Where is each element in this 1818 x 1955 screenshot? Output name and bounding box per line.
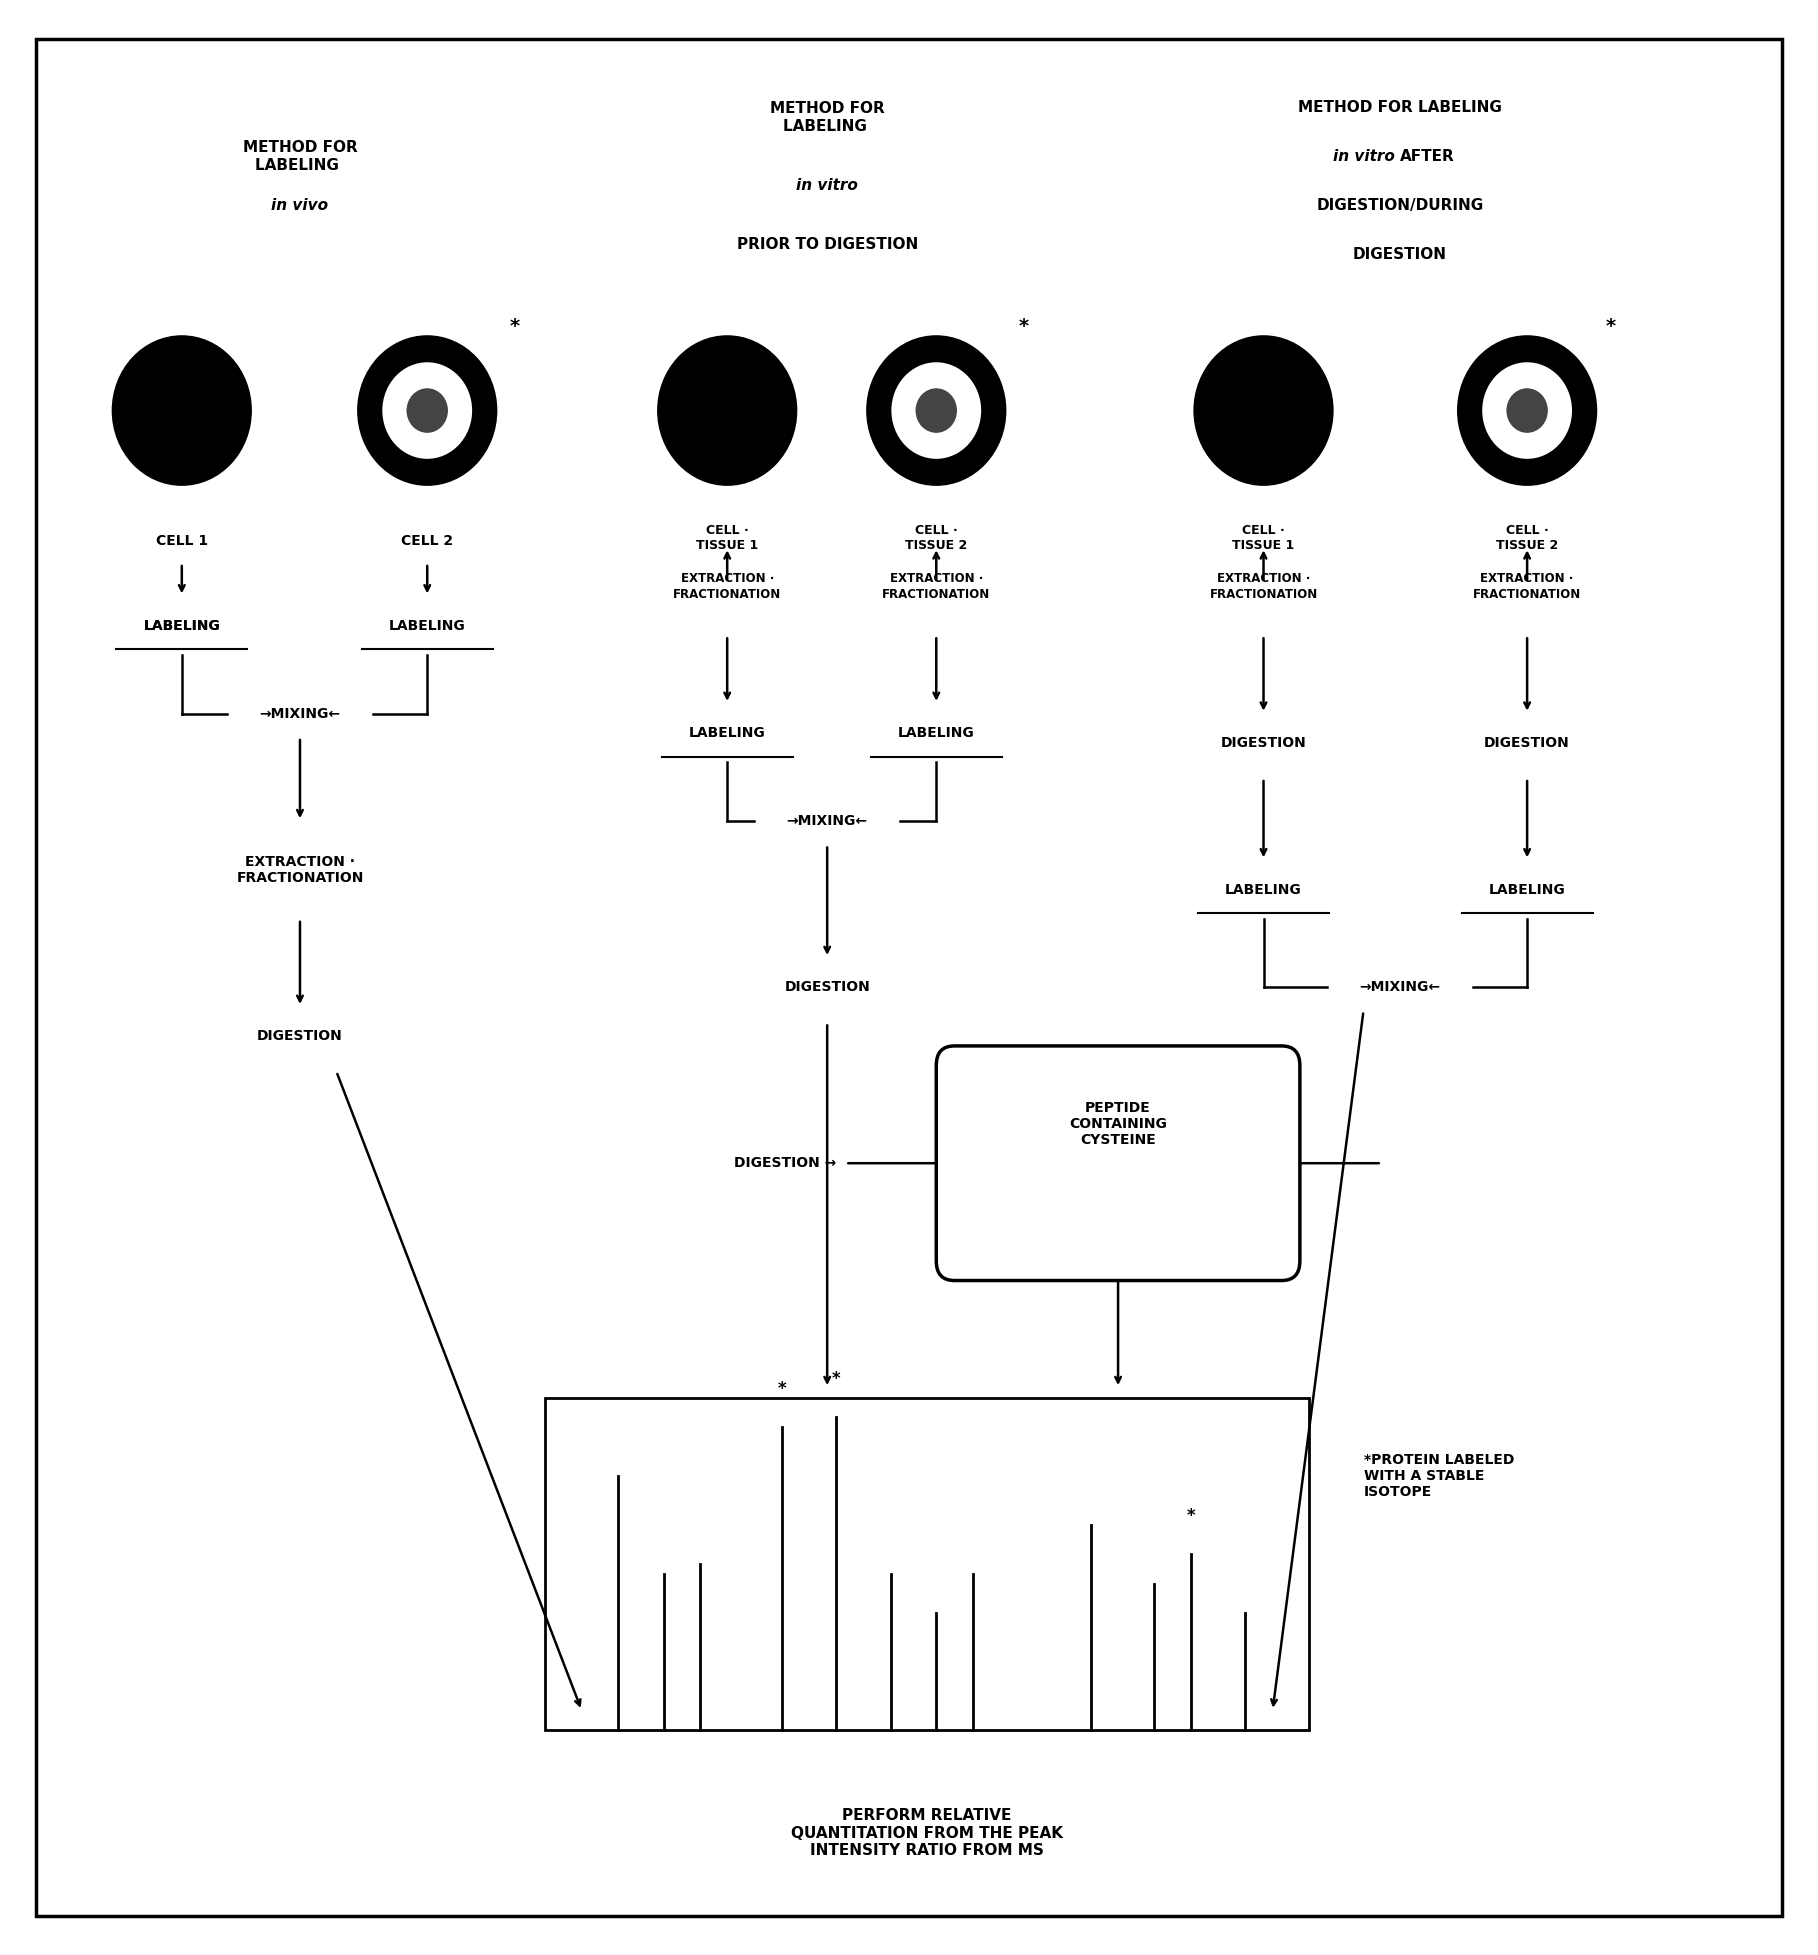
Text: in vitro: in vitro: [1333, 149, 1400, 164]
Text: →MIXING←: →MIXING←: [1360, 979, 1440, 995]
Circle shape: [358, 336, 496, 485]
Text: PEPTIDE
CONTAINING
CYSTEINE: PEPTIDE CONTAINING CYSTEINE: [1069, 1101, 1167, 1148]
Text: *: *: [778, 1380, 785, 1398]
Text: LABELING: LABELING: [144, 618, 220, 633]
Text: DIGESTION: DIGESTION: [1353, 246, 1447, 262]
Text: PRIOR TO DIGESTION: PRIOR TO DIGESTION: [736, 237, 918, 252]
Text: CELL ·
TISSUE 1: CELL · TISSUE 1: [696, 524, 758, 551]
Text: LABELING: LABELING: [389, 618, 465, 633]
Text: LABELING: LABELING: [144, 618, 220, 633]
Text: *: *: [833, 1370, 840, 1388]
Text: *: *: [1018, 317, 1029, 336]
Text: EXTRACTION ·
FRACTIONATION: EXTRACTION · FRACTIONATION: [236, 854, 364, 886]
Text: EXTRACTION ·
FRACTIONATION: EXTRACTION · FRACTIONATION: [882, 573, 991, 600]
Text: EXTRACTION ·
FRACTIONATION: EXTRACTION · FRACTIONATION: [1209, 573, 1318, 600]
Text: METHOD FOR
LABELING: METHOD FOR LABELING: [769, 102, 885, 133]
Text: in vivo: in vivo: [271, 197, 329, 213]
Text: EXTRACTION ·
FRACTIONATION: EXTRACTION · FRACTIONATION: [1473, 573, 1582, 600]
Circle shape: [1458, 336, 1596, 485]
Circle shape: [1194, 336, 1333, 485]
Bar: [545, 1398, 1309, 1730]
Text: CELL 1: CELL 1: [156, 534, 207, 547]
Circle shape: [382, 362, 473, 459]
Text: LABELING: LABELING: [1225, 882, 1302, 897]
Text: DIGESTION: DIGESTION: [784, 979, 871, 995]
Text: DIGESTION →: DIGESTION →: [734, 1155, 836, 1171]
Text: DIGESTION: DIGESTION: [256, 1028, 344, 1044]
Circle shape: [916, 389, 956, 432]
Circle shape: [1507, 389, 1547, 432]
Text: LABELING: LABELING: [898, 725, 974, 741]
Circle shape: [891, 362, 982, 459]
Text: DIGESTION: DIGESTION: [1483, 735, 1571, 751]
Text: DIGESTION/DURING: DIGESTION/DURING: [1316, 197, 1483, 213]
Text: *: *: [509, 317, 520, 336]
Text: CELL ·
TISSUE 2: CELL · TISSUE 2: [1496, 524, 1558, 551]
FancyBboxPatch shape: [36, 39, 1782, 1916]
Text: LABELING: LABELING: [1489, 882, 1565, 897]
Text: *: *: [1605, 317, 1616, 336]
Circle shape: [407, 389, 447, 432]
Text: AFTER: AFTER: [1400, 149, 1454, 164]
Text: in vitro: in vitro: [796, 178, 858, 194]
Text: METHOD FOR LABELING: METHOD FOR LABELING: [1298, 100, 1502, 115]
Text: EXTRACTION ·
FRACTIONATION: EXTRACTION · FRACTIONATION: [673, 573, 782, 600]
Circle shape: [658, 336, 796, 485]
Text: →MIXING←: →MIXING←: [260, 706, 340, 721]
Circle shape: [867, 336, 1005, 485]
Text: PERFORM RELATIVE
QUANTITATION FROM THE PEAK
INTENSITY RATIO FROM MS: PERFORM RELATIVE QUANTITATION FROM THE P…: [791, 1808, 1064, 1857]
Text: LABELING: LABELING: [689, 725, 765, 741]
Text: CELL ·
TISSUE 1: CELL · TISSUE 1: [1233, 524, 1294, 551]
Text: →MIXING←: →MIXING←: [787, 813, 867, 829]
FancyBboxPatch shape: [936, 1046, 1300, 1281]
Text: DIGESTION: DIGESTION: [1220, 735, 1307, 751]
Circle shape: [113, 336, 251, 485]
Text: CELL 2: CELL 2: [402, 534, 453, 547]
Circle shape: [1482, 362, 1573, 459]
Text: CELL ·
TISSUE 2: CELL · TISSUE 2: [905, 524, 967, 551]
Text: METHOD FOR
LABELING: METHOD FOR LABELING: [242, 141, 358, 172]
Text: *PROTEIN LABELED
WITH A STABLE
ISOTOPE: *PROTEIN LABELED WITH A STABLE ISOTOPE: [1364, 1453, 1514, 1499]
Text: *: *: [1187, 1507, 1194, 1525]
